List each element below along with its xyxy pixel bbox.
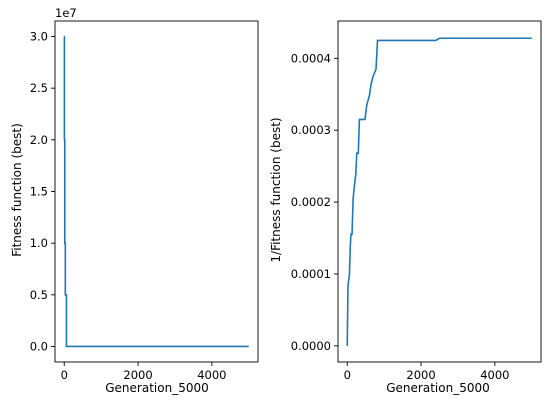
fitness-ytick-label: 2.0 — [30, 133, 48, 147]
fitness-ytick-label: 2.5 — [30, 81, 48, 95]
fitness-ytick-label: 3.0 — [30, 30, 48, 44]
inverse-fitness-series-line-0 — [346, 37, 532, 346]
fitness-ytick-label: 0.5 — [30, 288, 48, 302]
fitness-series-line-0 — [63, 35, 249, 348]
inverse-fitness-xtick-label: 0 — [344, 368, 351, 382]
fitness-chart-ylabel: Fitness function (best) — [10, 123, 24, 257]
fitness-chart-offset-label: 1e7 — [55, 6, 77, 20]
fitness-xtick-label: 2000 — [123, 368, 152, 382]
inverse-fitness-ytick-label: 0.0000 — [291, 339, 331, 353]
fitness-ytick-label: 1.5 — [30, 185, 48, 199]
inverse-fitness-axes-frame — [337, 20, 542, 363]
inverse-fitness-ytick-label: 0.0003 — [291, 123, 331, 137]
inverse-fitness-ytick-label: 0.0001 — [291, 267, 331, 281]
inverse-fitness-ytick-label: 0.0004 — [291, 51, 331, 65]
fitness-ytick-label: 1.0 — [30, 236, 48, 250]
inverse-fitness-chart: 0 2000 4000 0.0000 0.0001 0.0002 0.0003 0.0004 — [291, 20, 542, 382]
inverse-fitness-chart-xlabel: Generation_5000 — [386, 381, 489, 395]
fitness-chart-xlabel: Generation_5000 — [105, 381, 208, 395]
fitness-chart: 0 2000 4000 0.0 0.5 1.0 1.5 2.0 2.5 3.0 — [30, 20, 259, 382]
fitness-ytick-label: 0.0 — [30, 340, 48, 354]
inverse-fitness-chart-ylabel: 1/Fitness function (best) — [269, 117, 283, 262]
inverse-fitness-xtick-label: 4000 — [480, 368, 509, 382]
inverse-fitness-xtick-label: 2000 — [406, 368, 435, 382]
fitness-xtick-label: 4000 — [197, 368, 226, 382]
inverse-fitness-ytick-label: 0.0002 — [291, 195, 331, 209]
fitness-xtick-label: 0 — [61, 368, 68, 382]
